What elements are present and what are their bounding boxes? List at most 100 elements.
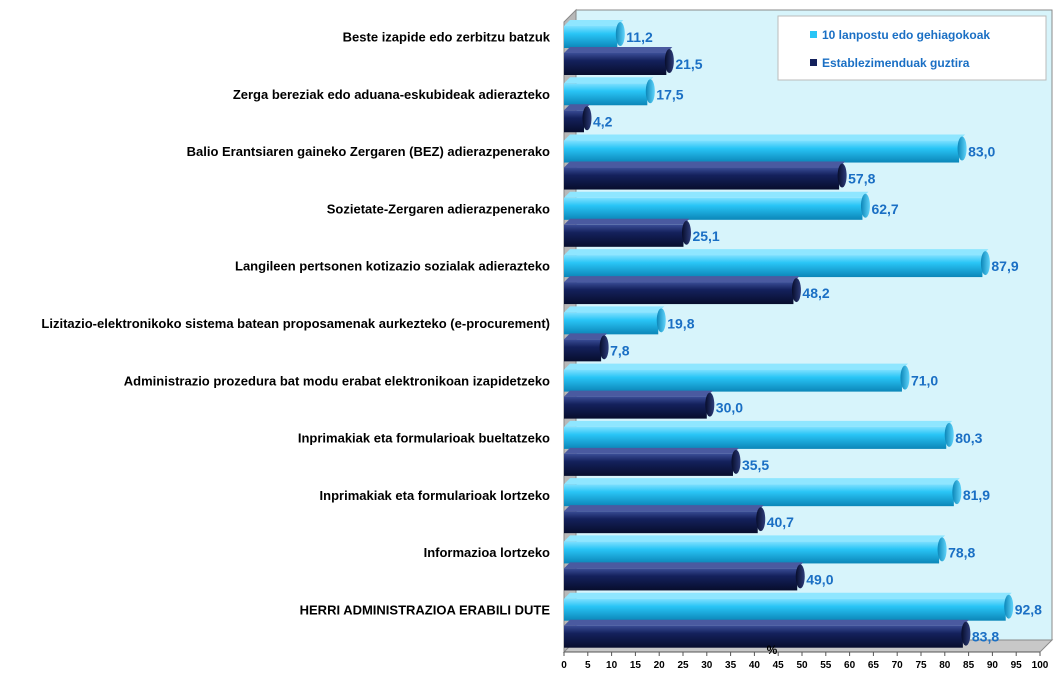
bar [564, 134, 967, 163]
bar-end-cap [705, 392, 715, 417]
bar-front-face [564, 255, 983, 278]
bar-end-cap [756, 507, 766, 532]
bar-front-face [564, 312, 659, 335]
bar-front-face [564, 339, 602, 362]
data-label: 71,0 [911, 373, 938, 389]
bar-top-face [564, 535, 946, 542]
data-label: 78,8 [948, 544, 975, 560]
bar-end-cap [656, 308, 666, 333]
x-tick-label: 25 [677, 660, 689, 671]
bar-front-face [564, 167, 840, 190]
category-labels: Beste izapide edo zerbitzu batzuk Zerga b… [41, 30, 550, 618]
legend: 10 lanpostu edo gehiagokoak Establezimen… [777, 15, 1047, 81]
bar-front-face [564, 282, 794, 305]
bar-top-face [564, 478, 960, 485]
bar-front-face [564, 369, 902, 392]
category-label: Beste izapide edo zerbitzu batzuk [343, 30, 551, 45]
bar [564, 47, 674, 75]
data-label: 19,8 [667, 315, 694, 331]
category-label: HERRI ADMINISTRAZIOA ERABILI DUTE [300, 602, 551, 617]
bar-front-face [564, 568, 798, 591]
data-label: 81,9 [963, 487, 990, 503]
bar [564, 218, 691, 247]
bar-top-face [564, 20, 624, 26]
bar-front-face [564, 53, 667, 75]
bar [564, 447, 741, 476]
data-labels: 11,2 21,5 17,5 4,2 83,0 57,8 62,7 25,1 87,9 48,2 1… [593, 29, 1042, 645]
data-label: 25,1 [692, 228, 719, 244]
bar [564, 390, 715, 419]
data-label: 4,2 [593, 113, 613, 129]
bar-front-face [564, 83, 648, 106]
category-label: Lizitazio-elektronikoko sistema batean p… [41, 316, 550, 331]
bar-end-cap [731, 449, 741, 474]
category-label: Administrazio prozedura bat modu erabat … [124, 373, 550, 388]
bar-front-face [564, 224, 684, 247]
bar-end-cap [582, 106, 592, 131]
bar-end-cap [599, 335, 609, 360]
bar-front-face [564, 453, 733, 476]
bar-end-cap [957, 136, 967, 161]
bar-front-face [564, 26, 618, 48]
data-label: 83,0 [968, 144, 995, 160]
x-tick-label: 40 [749, 660, 761, 671]
bar-end-cap [791, 278, 801, 303]
bar [564, 363, 910, 392]
bar-front-face [564, 140, 960, 163]
bar [564, 562, 805, 591]
bar-top-face [564, 390, 713, 397]
x-tick-label: 15 [630, 660, 642, 671]
bar-front-face [564, 598, 1006, 621]
bar [564, 333, 609, 362]
data-label: 30,0 [716, 400, 743, 416]
bar-end-cap [615, 22, 625, 46]
x-tick-label: 10 [606, 660, 618, 671]
bar [564, 306, 666, 335]
bar-end-cap [664, 49, 674, 73]
bar-top-face [564, 104, 590, 111]
bar-end-cap [860, 193, 870, 218]
bar [564, 77, 655, 106]
bar [564, 592, 1014, 621]
legend-label-series-2: Establezimenduak guztira [822, 56, 970, 70]
bar-front-face [564, 110, 584, 133]
bar-top-face [564, 47, 673, 53]
bar [564, 420, 954, 449]
category-label: Sozietate-Zergaren adierazpenerako [327, 201, 550, 216]
bar-front-face [564, 426, 947, 449]
bar-end-cap [980, 251, 990, 276]
bar-top-face [564, 363, 908, 370]
bar-front-face [564, 484, 954, 507]
data-label: 92,8 [1015, 602, 1042, 618]
x-tick-label: 35 [725, 660, 737, 671]
bar-top-face [564, 134, 966, 141]
bar-top-face [564, 191, 869, 198]
x-tick-label: 95 [1011, 660, 1023, 671]
legend-label-series-1: 10 lanpostu edo gehiagokoak [822, 28, 990, 42]
bar-top-face [564, 333, 608, 340]
bar [564, 104, 592, 133]
x-axis-ticks: 0 5 10 15 20 25 30 35 40 45 50 55 60 65 70 75 80 85 90 95 10… [561, 652, 1049, 671]
x-tick-label: 55 [820, 660, 832, 671]
data-label: 87,9 [991, 258, 1018, 274]
data-label: 11,2 [626, 29, 653, 45]
bars [564, 20, 1014, 648]
data-label: 83,8 [972, 629, 999, 645]
x-axis-unit-label: % [767, 643, 778, 657]
bar-end-cap [900, 365, 910, 390]
data-label: 21,5 [675, 56, 702, 72]
legend-swatch-series-1 [810, 31, 817, 38]
bar [564, 619, 971, 648]
bar-front-face [564, 197, 863, 220]
data-label: 35,5 [742, 457, 769, 473]
bar-end-cap [645, 79, 655, 104]
bar [564, 161, 847, 190]
bar-top-face [564, 562, 804, 569]
bar-end-cap [952, 480, 962, 505]
bar-end-cap [795, 564, 805, 589]
bar-end-cap [937, 537, 947, 562]
bar-top-face [564, 306, 665, 313]
bar-top-face [564, 249, 989, 256]
bar-end-cap [837, 163, 847, 188]
bar-end-cap [944, 422, 954, 447]
